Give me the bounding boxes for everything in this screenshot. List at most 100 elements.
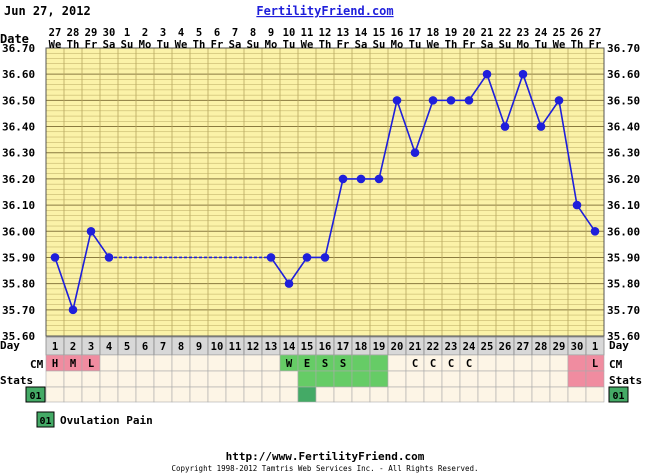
temperature-segment — [414, 100, 434, 153]
stats-label-right: Stats — [609, 374, 642, 387]
y-tick-label-left: 36.70 — [2, 42, 35, 55]
temperature-point[interactable] — [86, 226, 96, 236]
weekday-tick-label: Mo — [139, 39, 152, 51]
date-tick-label: 20 — [463, 27, 476, 39]
date-tick-label: 25 — [553, 27, 566, 39]
stats-cell — [207, 370, 227, 388]
date-tick-label: 26 — [571, 27, 584, 39]
day-label-left: Day — [0, 339, 20, 352]
temperature-point[interactable] — [590, 226, 600, 236]
stats-code-cell — [477, 386, 497, 403]
temperature-point[interactable] — [500, 122, 510, 131]
temperature-point[interactable] — [50, 253, 60, 262]
stats-code-cell — [207, 386, 227, 403]
stats-cell — [441, 370, 461, 388]
temperature-segment — [288, 257, 308, 285]
cm-label: S — [322, 358, 328, 370]
temperature-point[interactable] — [482, 69, 492, 79]
date-tick-label: 8 — [250, 27, 256, 39]
stats-code-cell — [81, 386, 101, 403]
temperature-point[interactable] — [518, 69, 528, 79]
cm-cell — [531, 354, 551, 372]
weekday-tick-label: Th — [67, 39, 80, 51]
cycle-day-label: 7 — [160, 341, 166, 353]
cm-cell — [477, 354, 497, 372]
temperature-point[interactable] — [572, 200, 582, 210]
weekday-tick-label: Fr — [85, 39, 98, 51]
temperature-point[interactable] — [266, 253, 276, 262]
y-tick-label-right: 36.00 — [607, 225, 640, 238]
stats-cell — [279, 370, 299, 388]
temperature-point[interactable] — [284, 279, 294, 288]
stats-cell — [477, 370, 497, 388]
cycle-day-label: 28 — [535, 341, 548, 353]
brand-link[interactable]: FertilityFriend.com — [256, 4, 393, 18]
temperature-point[interactable] — [428, 96, 438, 105]
date-tick-label: 9 — [268, 27, 274, 39]
legend-swatch — [36, 411, 55, 428]
stats-code-cell — [441, 386, 461, 403]
y-tick-label-left: 36.40 — [2, 121, 35, 134]
date-tick-label: 27 — [589, 27, 602, 39]
date-tick-label: 16 — [391, 27, 404, 39]
cycle-day-label: 29 — [553, 341, 566, 353]
stats-cell — [549, 370, 569, 388]
temperature-point[interactable] — [392, 96, 402, 105]
y-tick-label-left: 36.50 — [2, 94, 35, 107]
cycle-day-label: 18 — [355, 341, 368, 353]
temperature-point[interactable] — [554, 96, 564, 105]
stats-code-left: 01 — [29, 391, 41, 402]
stats-cell — [567, 370, 587, 388]
cycle-day-label: 19 — [373, 341, 386, 353]
cm-cell — [369, 354, 389, 372]
cm-cell — [207, 354, 227, 372]
cycle-day-label: 20 — [391, 341, 404, 353]
temperature-point[interactable] — [356, 174, 366, 184]
temperature-series — [50, 69, 600, 315]
cm-label: H — [52, 358, 58, 370]
temperature-point[interactable] — [410, 148, 420, 158]
stats-cell — [459, 370, 479, 388]
y-tick-label-right: 35.90 — [607, 251, 640, 264]
weekday-tick-label: We — [427, 39, 440, 51]
temperature-point[interactable] — [536, 122, 546, 131]
temperature-point[interactable] — [374, 174, 384, 184]
weekday-tick-label: Sa — [355, 39, 368, 51]
weekday-tick-label: We — [301, 39, 314, 51]
stats-code-cell — [333, 386, 353, 403]
temperature-point[interactable] — [68, 305, 78, 315]
weekday-tick-label: Fr — [589, 39, 602, 51]
stats-code-cell — [297, 386, 317, 403]
y-tick-labels: 36.70 36.70 36.60 36.60 36.50 36.50 36.40 36.40… — [2, 42, 640, 343]
stats-cell — [243, 370, 263, 388]
stats-cell — [99, 370, 119, 388]
date-tick-label: 10 — [283, 27, 296, 39]
stats-cell — [495, 370, 515, 388]
stats-code-cell — [567, 386, 587, 403]
date-tick-label: 15 — [373, 27, 386, 39]
cycle-day-label: 24 — [463, 341, 476, 353]
stats-cell — [351, 370, 371, 388]
temperature-segment — [486, 73, 506, 127]
temperature-segment — [378, 100, 398, 180]
stats-code-cell — [459, 386, 479, 403]
stats-cell — [261, 370, 281, 388]
temperature-point[interactable] — [338, 174, 348, 184]
footer-url[interactable]: http://www.FertilityFriend.com — [226, 450, 425, 463]
cm-label: W — [286, 358, 293, 370]
stats-cell — [369, 370, 389, 388]
stats-cell — [171, 370, 191, 388]
stats-cell — [315, 370, 335, 388]
temperature-point[interactable] — [302, 253, 312, 262]
cycle-day-label: 26 — [499, 341, 512, 353]
temperature-point[interactable] — [446, 96, 456, 105]
y-tick-label-left: 36.60 — [2, 68, 35, 81]
temperature-segment — [90, 230, 110, 258]
cm-cell — [513, 354, 533, 372]
temperature-point[interactable] — [320, 253, 330, 262]
weekday-tick-label: Th — [193, 39, 206, 51]
cycle-day-label: 4 — [106, 341, 112, 353]
temperature-point[interactable] — [464, 96, 474, 105]
temperature-point[interactable] — [104, 253, 114, 262]
